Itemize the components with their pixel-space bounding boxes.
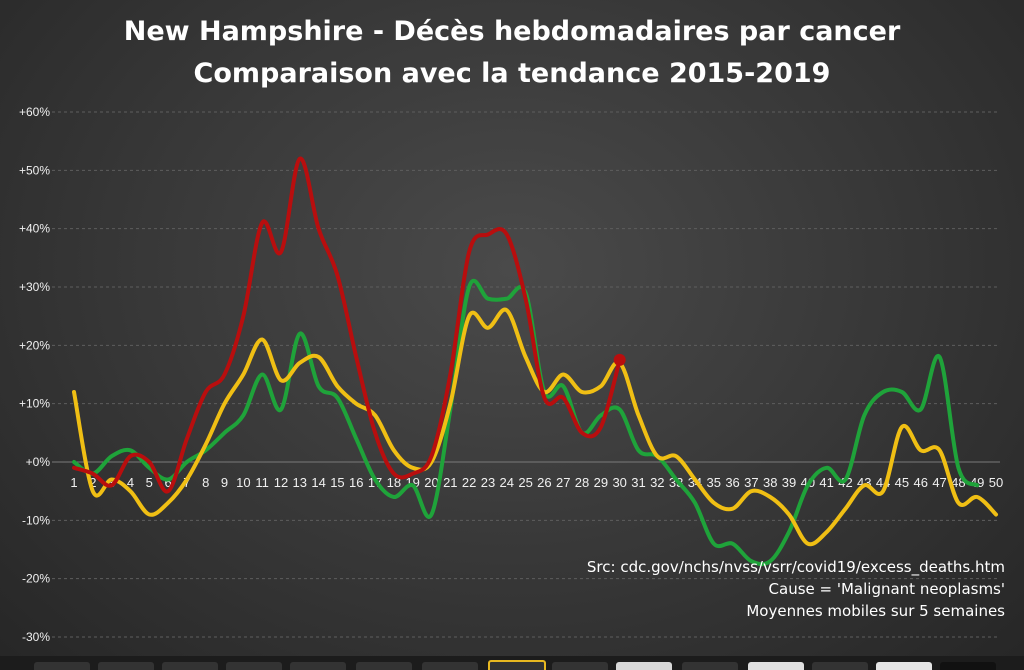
y-tick-label: -10% (22, 513, 50, 527)
slide-thumbnail[interactable] (34, 662, 90, 670)
y-tick-label: -20% (22, 572, 50, 586)
series-line-1 (72, 278, 980, 567)
y-tick-label: +0% (26, 455, 51, 469)
slide-thumbnail[interactable] (748, 662, 804, 670)
x-tick-label: 39 (782, 475, 796, 490)
x-tick-label: 18 (387, 475, 401, 490)
x-tick-label: 10 (236, 475, 250, 490)
y-axis-ticks: -30% -20% -10% +0% +10% +20% +30% +40% +50% +60% (19, 105, 50, 644)
slide-thumbnail[interactable] (552, 662, 608, 670)
slide-thumbnail[interactable] (812, 662, 868, 670)
series-line-2 (72, 307, 998, 547)
slide-thumbnail[interactable] (940, 662, 996, 670)
x-tick-label: 8 (202, 475, 209, 490)
y-tick-label: +40% (19, 222, 50, 236)
x-tick-label: 35 (707, 475, 721, 490)
x-tick-label: 2 (89, 475, 96, 490)
x-tick-label: 27 (556, 475, 570, 490)
x-tick-label: 22 (462, 475, 476, 490)
x-tick-label: 21 (443, 475, 457, 490)
x-tick-label: 47 (932, 475, 946, 490)
slide-thumbnail[interactable] (290, 662, 346, 670)
source-annotation: Src: cdc.gov/nchs/nvss/vsrr/covid19/exce… (587, 558, 1005, 620)
chart-subtitle: Comparaison avec la tendance 2015-2019 (194, 58, 831, 89)
y-tick-label: +30% (19, 280, 50, 294)
x-tick-label: 23 (481, 475, 495, 490)
y-tick-label: -30% (22, 630, 50, 644)
annotation-source: Src: cdc.gov/nchs/nvss/vsrr/covid19/exce… (587, 558, 1005, 577)
series-lines (72, 156, 998, 567)
x-tick-label: 36 (725, 475, 739, 490)
x-tick-label: 9 (221, 475, 228, 490)
x-tick-label: 37 (744, 475, 758, 490)
slide-thumbnail[interactable] (616, 662, 672, 670)
x-tick-label: 38 (763, 475, 777, 490)
annotation-method: Moyennes mobiles sur 5 semaines (746, 602, 1005, 620)
x-tick-label: 4 (127, 475, 134, 490)
slide-thumbnail[interactable] (356, 662, 412, 670)
slide-thumbnail-selected[interactable] (488, 660, 546, 670)
gridlines (52, 111, 1000, 638)
series-end-marker (613, 353, 626, 366)
x-tick-label: 41 (819, 475, 833, 490)
x-tick-label: 13 (293, 475, 307, 490)
annotation-cause: Cause = 'Malignant neoplasms' (769, 580, 1005, 598)
series-line-3 (72, 156, 622, 494)
slide-thumbnail[interactable] (876, 662, 932, 670)
chart-title: New Hampshire - Décès hebdomadaires par … (124, 16, 901, 47)
x-tick-label: 15 (330, 475, 344, 490)
x-tick-label: 14 (311, 475, 325, 490)
y-tick-label: +50% (19, 163, 50, 177)
x-tick-label: 12 (274, 475, 288, 490)
slide-thumbnail[interactable] (682, 662, 738, 670)
x-tick-label: 31 (631, 475, 645, 490)
x-tick-label: 25 (518, 475, 532, 490)
x-tick-label: 45 (895, 475, 909, 490)
x-tick-label: 30 (612, 475, 626, 490)
x-tick-label: 11 (255, 475, 269, 490)
x-tick-label: 28 (575, 475, 589, 490)
x-tick-label: 3 (108, 475, 115, 490)
chart-title-group: New Hampshire - Décès hebdomadaires par … (124, 16, 901, 89)
slide-thumbnail-strip (0, 656, 1024, 670)
x-tick-label: 20 (424, 475, 438, 490)
x-tick-label: 5 (146, 475, 153, 490)
x-tick-label: 24 (500, 475, 514, 490)
y-tick-label: +20% (19, 338, 50, 352)
x-tick-label: 6 (164, 475, 171, 490)
y-tick-label: +60% (19, 105, 50, 119)
x-tick-label: 29 (594, 475, 608, 490)
slide-thumbnail[interactable] (162, 662, 218, 670)
y-tick-label: +10% (19, 397, 50, 411)
slide-thumbnail[interactable] (422, 662, 478, 670)
slide-thumbnail[interactable] (226, 662, 282, 670)
x-tick-label: 50 (989, 475, 1003, 490)
slide-thumbnail[interactable] (98, 662, 154, 670)
x-tick-label: 1 (70, 475, 77, 490)
x-tick-label: 46 (914, 475, 928, 490)
x-tick-label: 16 (349, 475, 363, 490)
x-tick-label: 32 (650, 475, 664, 490)
x-tick-label: 26 (537, 475, 551, 490)
x-tick-label: 42 (838, 475, 852, 490)
